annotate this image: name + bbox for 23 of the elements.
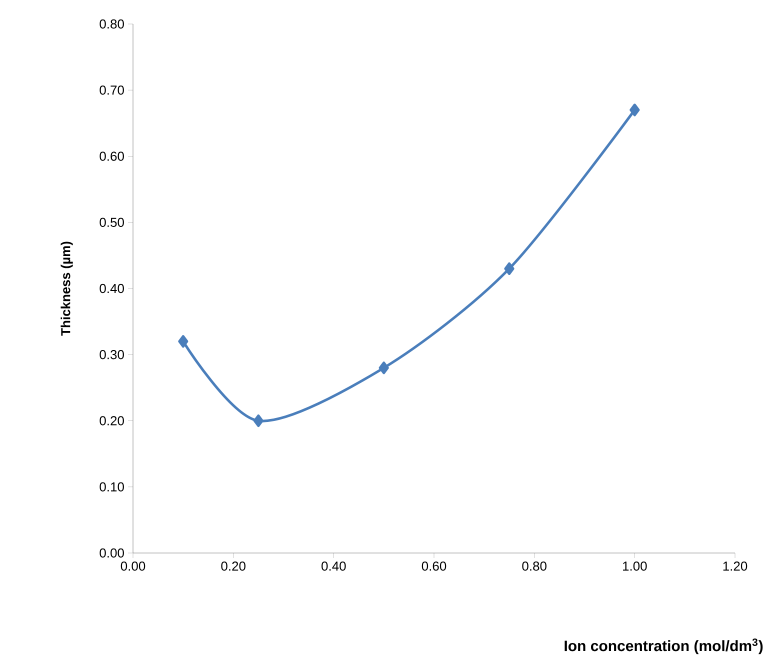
point [378, 362, 389, 374]
x-tick-label: 0.40 [322, 562, 346, 571]
y-tick-label: 0.50 [100, 218, 124, 227]
y-axis-title: Thickness (µm) [60, 242, 73, 336]
point [630, 104, 640, 116]
y-tick-label: 0.20 [100, 416, 124, 426]
y-tick-label: 0.10 [100, 482, 124, 492]
y-tick-label: 0.30 [100, 350, 124, 360]
y-tick-label: 0.40 [100, 284, 124, 294]
point [178, 335, 188, 348]
y-tick-label: 0.70 [100, 86, 124, 95]
y-tick-label: 0.60 [100, 152, 124, 161]
x-tick-label: 1.20 [723, 562, 748, 571]
x-axis-title: Ion concentration (mol/dm$^{3}$) [564, 638, 763, 654]
x-tick-label: 1.00 [623, 562, 647, 571]
x-tick-label: 0.80 [522, 562, 546, 571]
y-tick-label: 0.00 [100, 548, 124, 558]
point [253, 414, 264, 428]
x-tick-label: 0.20 [221, 562, 246, 571]
y-tick-label: 0.80 [100, 19, 124, 29]
x-tick-label: 0.00 [120, 562, 146, 571]
x-tick-label: 0.60 [422, 562, 446, 571]
point [504, 262, 514, 275]
